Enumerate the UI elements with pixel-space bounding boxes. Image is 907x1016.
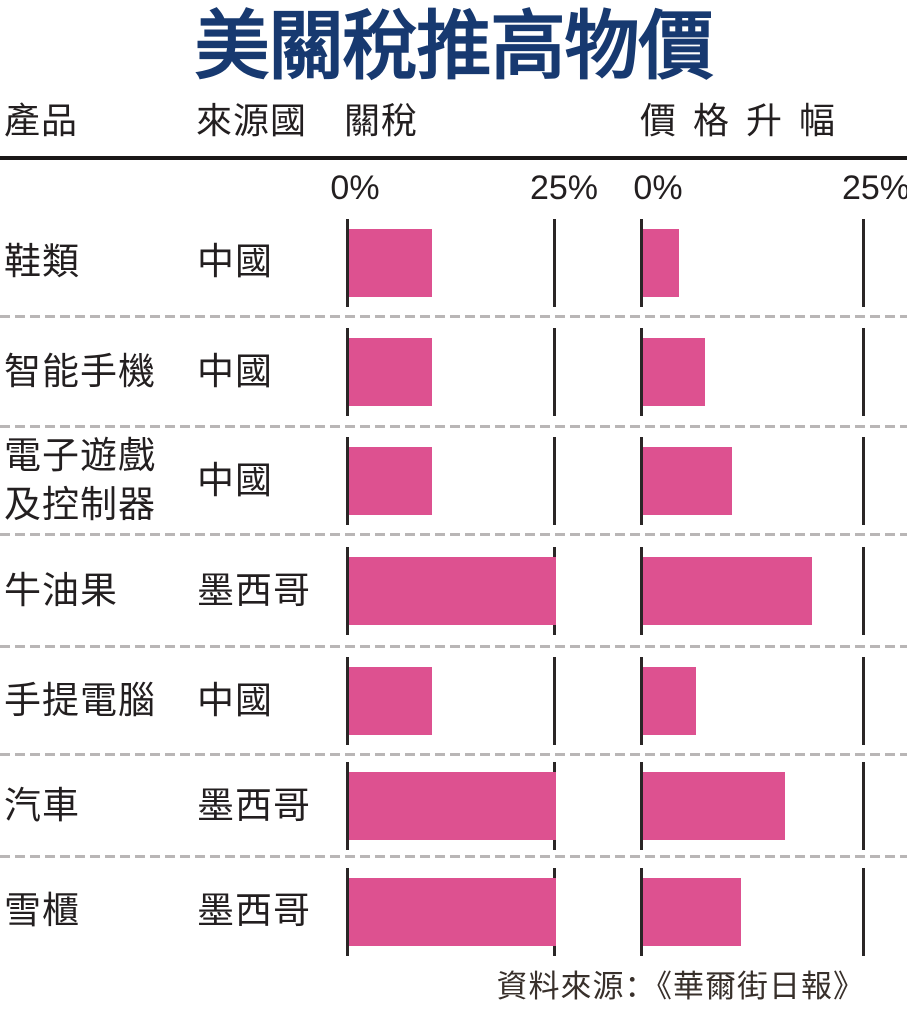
price-increase-bar — [643, 772, 785, 840]
tariff-axis-zero-label: 0% — [330, 169, 380, 207]
tariff-max-tick-line — [553, 328, 556, 416]
table-row: 鞋類 中國 — [0, 208, 907, 318]
product-label: 雪櫃 — [4, 890, 80, 932]
price-increase-bar — [643, 228, 679, 297]
tariff-axis-line — [346, 867, 349, 956]
price-increase-max-tick-line — [862, 547, 865, 635]
price-increase-axis-line — [640, 762, 643, 850]
price-increase-max-tick-line — [862, 657, 865, 745]
product-label: 手提電腦 — [4, 679, 156, 721]
tariff-axis-line — [346, 657, 349, 745]
price-increase-bar — [643, 557, 812, 625]
price-increase-axis-line — [640, 437, 643, 525]
source-note: 資料來源：《華爾街日報》 — [496, 969, 865, 1004]
column-header-product: 產品 — [4, 100, 79, 141]
tariff-axis-line — [346, 437, 349, 525]
price-axis-zero-label: 0% — [633, 169, 683, 207]
tariff-bar — [349, 667, 432, 735]
column-header-country: 來源國 — [196, 100, 308, 141]
row-separator-dashed-line — [0, 315, 907, 318]
price-increase-axis-line — [640, 867, 643, 956]
table-row: 汽車 墨西哥 — [0, 755, 907, 858]
country-label: 墨西哥 — [197, 784, 311, 826]
tariff-axis-line — [346, 218, 349, 307]
tariff-max-tick-line — [553, 657, 556, 745]
tariff-bar — [349, 447, 432, 515]
row-separator-dashed-line — [0, 425, 907, 428]
price-increase-bar — [643, 877, 741, 946]
tariff-axis-max-label: 25% — [529, 169, 599, 207]
column-header-price-increase: 價格升幅 — [640, 100, 853, 141]
tariff-bar — [349, 772, 556, 840]
country-label: 中國 — [197, 241, 273, 283]
product-label: 智能手機 — [4, 350, 156, 392]
price-increase-max-tick-line — [862, 218, 865, 307]
row-separator-dashed-line — [0, 533, 907, 536]
price-axis-max-label: 25% — [841, 169, 907, 207]
table-row: 牛油果 墨西哥 — [0, 535, 907, 648]
page-title: 美關稅推高物價 — [194, 4, 713, 88]
row-separator-dashed-line — [0, 645, 907, 648]
price-increase-axis-line — [640, 547, 643, 635]
country-label: 墨西哥 — [197, 890, 311, 932]
table-row: 手提電腦 中國 — [0, 647, 907, 756]
country-label: 中國 — [197, 459, 273, 501]
tariff-axis-line — [346, 762, 349, 850]
table-row: 電子遊戲 及控制器 中國 — [0, 427, 907, 536]
product-label: 牛油果 — [4, 569, 118, 611]
table-row: 雪櫃 墨西哥 — [0, 857, 907, 966]
product-label: 汽車 — [4, 784, 80, 826]
header-divider-rule — [0, 156, 907, 160]
tariff-axis-line — [346, 547, 349, 635]
column-header-tariff: 關稅 — [344, 100, 419, 141]
product-label: 鞋類 — [4, 241, 80, 283]
price-increase-bar — [643, 667, 696, 735]
price-increase-bar — [643, 447, 732, 515]
price-increase-max-tick-line — [862, 437, 865, 525]
country-label: 中國 — [197, 350, 273, 392]
tariff-max-tick-line — [553, 437, 556, 525]
price-increase-bar — [643, 338, 705, 406]
price-increase-axis-line — [640, 328, 643, 416]
price-increase-axis-line — [640, 657, 643, 745]
product-label: 電子遊戲 及控制器 — [4, 435, 156, 525]
table-row: 智能手機 中國 — [0, 317, 907, 428]
tariff-bar — [349, 877, 556, 946]
tariff-bar — [349, 557, 556, 625]
tariff-axis-line — [346, 328, 349, 416]
price-increase-max-tick-line — [862, 328, 865, 416]
price-increase-max-tick-line — [862, 762, 865, 850]
country-label: 墨西哥 — [197, 569, 311, 611]
price-increase-axis-line — [640, 218, 643, 307]
tariff-max-tick-line — [553, 218, 556, 307]
row-separator-dashed-line — [0, 855, 907, 858]
price-increase-max-tick-line — [862, 867, 865, 956]
tariff-bar — [349, 338, 432, 406]
country-label: 中國 — [197, 679, 273, 721]
row-separator-dashed-line — [0, 753, 907, 756]
tariff-bar — [349, 228, 432, 297]
